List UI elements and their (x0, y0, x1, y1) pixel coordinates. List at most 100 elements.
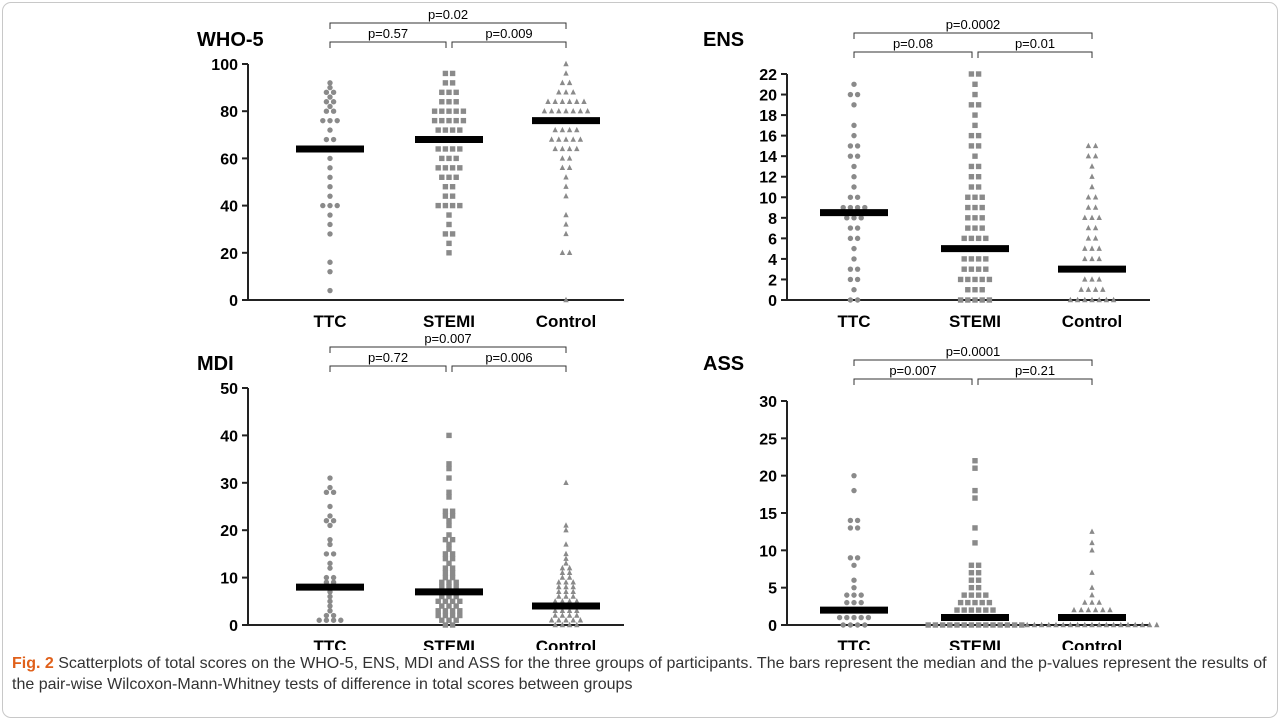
data-point (327, 593, 333, 600)
data-point (559, 164, 566, 171)
data-point (320, 117, 326, 124)
data-point (986, 276, 993, 283)
data-point (1089, 547, 1095, 553)
data-point (327, 117, 333, 124)
data-point (972, 122, 978, 129)
data-point (449, 555, 456, 562)
chart-panel-ens: ENS 0 2 4 6 8 10 12 14 16 18 20 22 TTC STEMI Control p=0… (703, 17, 1150, 331)
data-point (854, 194, 861, 200)
data-point (442, 513, 449, 519)
data-point (442, 202, 449, 209)
significance-bracket (451, 365, 567, 372)
data-point (1085, 204, 1092, 210)
data-point (968, 102, 975, 108)
data-point (847, 225, 854, 231)
data-point (983, 235, 989, 242)
data-point (957, 599, 964, 606)
data-point (556, 89, 562, 95)
data-point (453, 89, 459, 96)
data-point (975, 266, 982, 272)
data-point (844, 614, 850, 621)
data-point (961, 607, 967, 613)
data-point (975, 71, 982, 77)
data-point (552, 145, 558, 152)
data-point (442, 146, 449, 152)
data-point (563, 70, 569, 76)
data-point (327, 522, 333, 529)
data-point (932, 622, 939, 628)
data-point (442, 193, 449, 199)
data-point (442, 536, 449, 543)
data-point (1089, 621, 1095, 628)
y-tick-label: 30 (220, 476, 238, 493)
data-point (548, 108, 555, 114)
data-point (975, 584, 982, 591)
data-point (851, 122, 857, 129)
data-point (327, 268, 333, 275)
y-tick-label: 14 (759, 149, 777, 166)
x-tick-label: Control (536, 637, 596, 650)
data-point (847, 622, 854, 628)
caption-text: Scatterplots of total scores on the WHO-… (12, 655, 1267, 693)
data-point (552, 598, 558, 604)
data-point (327, 541, 333, 548)
data-point (327, 484, 333, 491)
data-point (851, 174, 857, 180)
p-value-label: p=0.0002 (946, 17, 1001, 32)
data-point (1092, 606, 1099, 613)
data-point (954, 622, 960, 628)
significance-bracket (329, 346, 567, 353)
y-tick-label: 100 (211, 57, 238, 74)
data-point (327, 103, 333, 110)
y-tick-label: 5 (768, 581, 777, 598)
y-tick-label: 25 (759, 431, 777, 448)
data-point (570, 89, 576, 95)
data-point (442, 508, 449, 514)
chart-title: MDI (197, 353, 234, 375)
chart-panel-who-5: WHO-5 0 20 40 60 80 100 TTC STEMI Control p=0.57 p=… (197, 7, 624, 331)
data-point (556, 136, 562, 142)
data-point (330, 136, 337, 143)
data-point (442, 622, 449, 628)
p-value-label: p=0.01 (1015, 36, 1055, 51)
figure-caption: Fig. 2 Scatterplots of total scores on t… (12, 653, 1272, 695)
data-point (1053, 621, 1059, 628)
data-point (1092, 286, 1099, 292)
data-point (323, 108, 330, 114)
caption-label: Fig. 2 (12, 655, 54, 672)
data-point (854, 622, 861, 628)
data-point (552, 98, 558, 104)
y-tick-label: 40 (220, 428, 238, 445)
data-point (968, 163, 975, 170)
data-point (957, 276, 964, 283)
data-point (330, 574, 337, 581)
data-point (965, 287, 971, 293)
data-point (327, 231, 333, 237)
data-point (327, 287, 333, 294)
data-point (563, 555, 569, 561)
data-point (844, 592, 850, 598)
x-tick-label: STEMI (949, 637, 1001, 650)
significance-bracket (977, 51, 1093, 58)
data-point (563, 527, 569, 533)
data-point (975, 256, 982, 262)
data-point (566, 607, 573, 613)
data-point (1154, 621, 1160, 628)
data-point (453, 155, 459, 162)
data-point (939, 622, 946, 628)
data-point (327, 608, 333, 614)
data-point (559, 249, 566, 255)
data-point (446, 617, 452, 623)
data-point (566, 564, 573, 571)
data-point (323, 574, 330, 581)
data-point (1004, 622, 1011, 628)
data-point (979, 287, 985, 293)
data-point (968, 256, 975, 262)
data-point (968, 184, 975, 190)
data-point (431, 117, 438, 124)
data-point (449, 574, 456, 581)
data-point (851, 472, 857, 479)
data-point (851, 592, 857, 598)
data-point (446, 155, 452, 162)
